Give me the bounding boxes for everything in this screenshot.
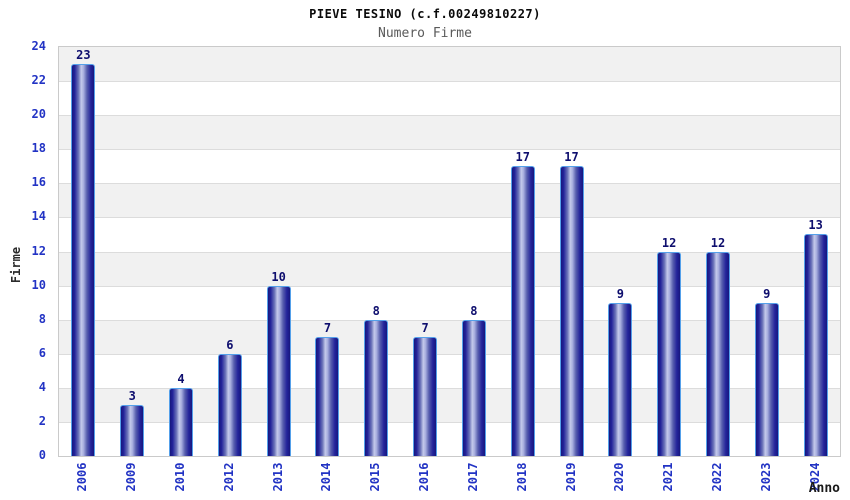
bar-2006 [71, 64, 96, 456]
bar-value-label: 17 [515, 150, 530, 165]
bar-2020 [608, 302, 633, 456]
x-tick-label: 2017 [465, 462, 480, 492]
y-tick-label: 4 [38, 379, 46, 394]
y-tick-label: 2 [38, 413, 46, 428]
gridline [59, 421, 840, 423]
gridline [59, 149, 840, 151]
bar-value-label: 23 [76, 48, 91, 63]
y-tick-label: 6 [38, 345, 46, 360]
grid-band [59, 115, 840, 150]
y-tick-label: 20 [31, 107, 46, 122]
bar-value-label: 4 [177, 371, 185, 386]
plot-area: 23 3 4 6 10 7 8 7 8 17 17 9 12 12 9 13 [58, 46, 841, 457]
bar-value-label: 9 [616, 286, 624, 301]
bar-2015 [364, 319, 389, 456]
y-tick-label: 22 [31, 73, 46, 88]
y-tick-label: 8 [38, 311, 46, 326]
bar-2012 [217, 353, 242, 456]
bar-2010 [169, 387, 194, 456]
x-tick-label: 2019 [563, 462, 578, 492]
gridline [59, 115, 840, 117]
x-tick-label: 2006 [75, 462, 90, 492]
grid-band [59, 183, 840, 218]
bar-value-label: 13 [808, 218, 823, 233]
gridline [59, 251, 840, 253]
x-tick-label: 2013 [270, 462, 285, 492]
bar-2014 [315, 336, 340, 456]
gridline [59, 81, 840, 83]
y-tick-label: 0 [38, 448, 46, 462]
chart-title: PIEVE TESINO (c.f.00249810227) [309, 7, 541, 21]
bar-2021 [657, 251, 682, 456]
grid-band [59, 217, 840, 252]
grid-band [59, 81, 840, 116]
bar-2024 [803, 234, 828, 456]
bar-value-label: 9 [763, 286, 771, 301]
x-tick-label: 2009 [124, 462, 139, 492]
bar-2013 [266, 285, 291, 456]
bar-2009 [120, 404, 145, 456]
bar-value-label: 8 [470, 303, 478, 318]
bar-value-label: 17 [564, 150, 579, 165]
gridline [59, 217, 840, 219]
x-tick-label: 2022 [709, 462, 724, 492]
x-tick-label: 2010 [173, 462, 188, 492]
bar-value-label: 12 [661, 235, 677, 250]
x-tick-label: 2015 [368, 462, 383, 492]
grid-band [59, 47, 840, 82]
chart-subtitle: Numero Firme [378, 26, 472, 41]
grid-band [59, 149, 840, 184]
x-tick-label: 2014 [319, 462, 334, 492]
y-tick-label: 18 [31, 141, 46, 156]
x-tick-label: 2016 [417, 462, 432, 492]
bar-value-label: 12 [710, 235, 726, 250]
bar-2018 [510, 166, 535, 456]
bar-value-label: 10 [271, 269, 286, 284]
gridline [59, 319, 840, 321]
x-tick-label: 2020 [612, 462, 627, 492]
bar-2023 [754, 302, 779, 456]
gridline [59, 353, 840, 355]
y-tick-label: 10 [31, 277, 46, 292]
bar-2016 [413, 336, 438, 456]
y-tick-label: 12 [31, 243, 46, 258]
bar-2019 [559, 166, 584, 456]
x-tick-label: 2018 [514, 462, 529, 492]
gridline [59, 183, 840, 185]
x-axis-title: Anno [808, 481, 840, 496]
y-tick-label: 14 [31, 209, 46, 224]
bar-value-label: 7 [323, 320, 332, 335]
x-tick-label: 2012 [221, 462, 236, 492]
bar-value-label: 6 [226, 337, 234, 352]
x-tick-label: 2021 [661, 462, 676, 492]
bar-value-label: 8 [372, 303, 380, 318]
gridline [59, 387, 840, 389]
bar-2017 [461, 319, 486, 456]
gridline [59, 285, 840, 287]
bar-value-label: 7 [421, 320, 429, 335]
y-tick-label: 24 [31, 39, 46, 53]
bar-2022 [705, 251, 730, 456]
bar-value-label: 3 [128, 388, 136, 403]
y-tick-label: 16 [31, 175, 46, 190]
